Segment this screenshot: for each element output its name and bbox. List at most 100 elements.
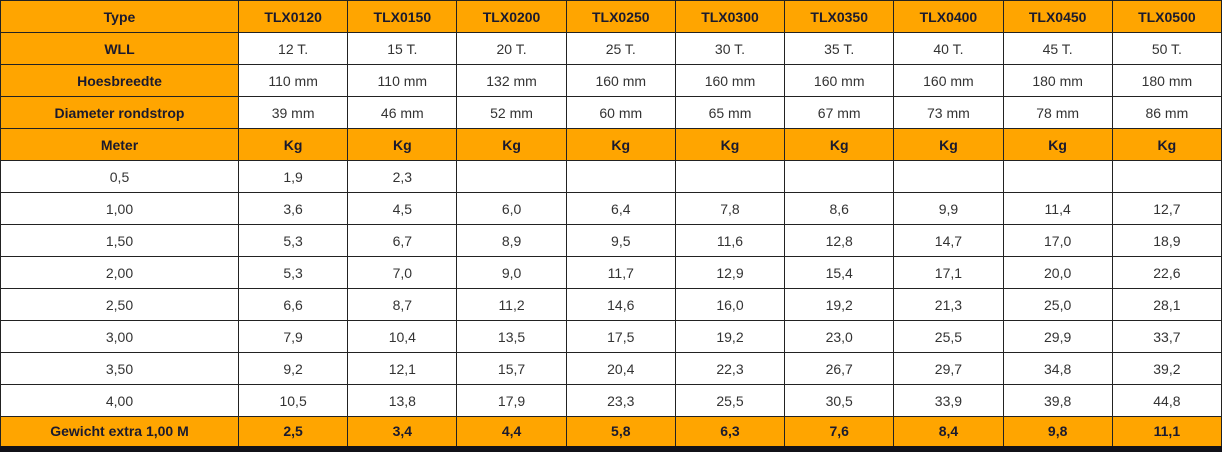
column-header-cell: TLX0350 (784, 0, 895, 33)
value-cell: 10,5 (237, 384, 349, 417)
value-cell: 73 mm (893, 96, 1004, 129)
value-cell: 46 mm (347, 96, 458, 129)
table-row: 4,00 10,5 13,8 17,9 23,3 25,5 30,5 33,9 39,8 44,8 (0, 384, 1222, 417)
table-row: 2,00 5,3 7,0 9,0 11,7 12,9 15,4 17,1 20,0 22,6 (0, 256, 1222, 289)
value-cell (893, 160, 1004, 193)
value-cell: 9,9 (893, 192, 1004, 225)
value-cell: 33,9 (893, 384, 1004, 417)
value-cell: 5,3 (237, 224, 349, 257)
value-cell: 13,5 (456, 320, 567, 353)
value-cell: 6,6 (237, 288, 349, 321)
value-cell: 132 mm (456, 64, 567, 97)
value-cell: 17,1 (893, 256, 1004, 289)
sling-spec-table-wrap: Type TLX0120 TLX0150 TLX0200 TLX0250 TLX0300 T… (0, 0, 1222, 452)
value-cell: 20,4 (565, 352, 676, 385)
value-cell: 3,6 (237, 192, 349, 225)
value-cell: 22,6 (1111, 256, 1222, 289)
column-header-cell: TLX0150 (347, 0, 458, 33)
row-label-cell: 2,00 (0, 256, 239, 289)
value-cell (456, 160, 567, 193)
row-label-cell: 2,50 (0, 288, 239, 321)
value-cell: 14,7 (893, 224, 1004, 257)
value-cell: 22,3 (674, 352, 786, 385)
table-row: 3,00 7,9 10,4 13,5 17,5 19,2 23,0 25,5 29,9 33,7 (0, 320, 1222, 353)
column-header-cell: TLX0450 (1002, 0, 1113, 33)
value-cell: 78 mm (1002, 96, 1113, 129)
table-row: Type TLX0120 TLX0150 TLX0200 TLX0250 TLX0300 T… (0, 0, 1222, 33)
value-cell: 11,6 (674, 224, 786, 257)
table-row: 0,5 1,9 2,3 (0, 160, 1222, 193)
footer-value-cell: 5,8 (565, 416, 676, 449)
value-cell: 6,4 (565, 192, 676, 225)
table-row: 3,50 9,2 12,1 15,7 20,4 22,3 26,7 29,7 34,8 39,2 (0, 352, 1222, 385)
value-cell: 86 mm (1111, 96, 1222, 129)
footer-value-cell: 7,6 (784, 416, 895, 449)
column-header-cell: TLX0400 (893, 0, 1004, 33)
unit-cell: Kg (674, 128, 786, 161)
value-cell: 9,5 (565, 224, 676, 257)
value-cell: 39,2 (1111, 352, 1222, 385)
row-label-cell: 1,00 (0, 192, 239, 225)
row-label-cell: Gewicht extra 1,00 M (0, 416, 239, 449)
value-cell: 52 mm (456, 96, 567, 129)
value-cell: 19,2 (674, 320, 786, 353)
row-label-cell: Hoesbreedte (0, 64, 239, 97)
unit-cell: Kg (237, 128, 349, 161)
value-cell: 160 mm (893, 64, 1004, 97)
value-cell (565, 160, 676, 193)
value-cell: 20 T. (456, 32, 567, 65)
value-cell: 6,0 (456, 192, 567, 225)
value-cell: 5,3 (237, 256, 349, 289)
unit-cell: Kg (1111, 128, 1222, 161)
value-cell: 12,7 (1111, 192, 1222, 225)
unit-cell: Kg (784, 128, 895, 161)
value-cell: 8,7 (347, 288, 458, 321)
column-header-cell: TLX0300 (674, 0, 786, 33)
value-cell: 9,0 (456, 256, 567, 289)
value-cell: 160 mm (784, 64, 895, 97)
value-cell: 15,4 (784, 256, 895, 289)
footer-value-cell: 11,1 (1111, 416, 1222, 449)
value-cell: 9,2 (237, 352, 349, 385)
value-cell: 21,3 (893, 288, 1004, 321)
value-cell: 16,0 (674, 288, 786, 321)
value-cell: 17,0 (1002, 224, 1113, 257)
footer-value-cell: 2,5 (237, 416, 349, 449)
value-cell: 18,9 (1111, 224, 1222, 257)
unit-cell: Kg (347, 128, 458, 161)
footer-value-cell: 8,4 (893, 416, 1004, 449)
value-cell: 39 mm (237, 96, 349, 129)
value-cell: 25 T. (565, 32, 676, 65)
value-cell (1111, 160, 1222, 193)
table-row: Hoesbreedte 110 mm 110 mm 132 mm 160 mm 160 m… (0, 64, 1222, 97)
value-cell (784, 160, 895, 193)
value-cell: 13,8 (347, 384, 458, 417)
value-cell: 110 mm (347, 64, 458, 97)
value-cell: 7,8 (674, 192, 786, 225)
table-row: 1,00 3,6 4,5 6,0 6,4 7,8 8,6 9,9 11,4 12,7 (0, 192, 1222, 225)
value-cell: 50 T. (1111, 32, 1222, 65)
column-header-cell: TLX0500 (1111, 0, 1222, 33)
row-label-cell: Meter (0, 128, 239, 161)
footer-value-cell: 9,8 (1002, 416, 1113, 449)
unit-cell: Kg (893, 128, 1004, 161)
value-cell: 65 mm (674, 96, 786, 129)
table-row: Meter Kg Kg Kg Kg Kg Kg Kg Kg Kg (0, 128, 1222, 161)
value-cell: 45 T. (1002, 32, 1113, 65)
row-label-cell: Diameter rondstrop (0, 96, 239, 129)
value-cell: 160 mm (674, 64, 786, 97)
table-row: 1,50 5,3 6,7 8,9 9,5 11,6 12,8 14,7 17,0 18,9 (0, 224, 1222, 257)
value-cell: 17,5 (565, 320, 676, 353)
value-cell: 6,7 (347, 224, 458, 257)
value-cell: 110 mm (237, 64, 349, 97)
value-cell: 15 T. (347, 32, 458, 65)
footer-value-cell: 3,4 (347, 416, 458, 449)
value-cell: 12,8 (784, 224, 895, 257)
footer-value-cell: 4,4 (456, 416, 567, 449)
value-cell: 12,9 (674, 256, 786, 289)
value-cell: 23,3 (565, 384, 676, 417)
row-label-cell: 4,00 (0, 384, 239, 417)
spec-table-body: Type TLX0120 TLX0150 TLX0200 TLX0250 TLX0300 T… (0, 0, 1222, 449)
row-label-cell: 3,00 (0, 320, 239, 353)
value-cell: 25,5 (893, 320, 1004, 353)
